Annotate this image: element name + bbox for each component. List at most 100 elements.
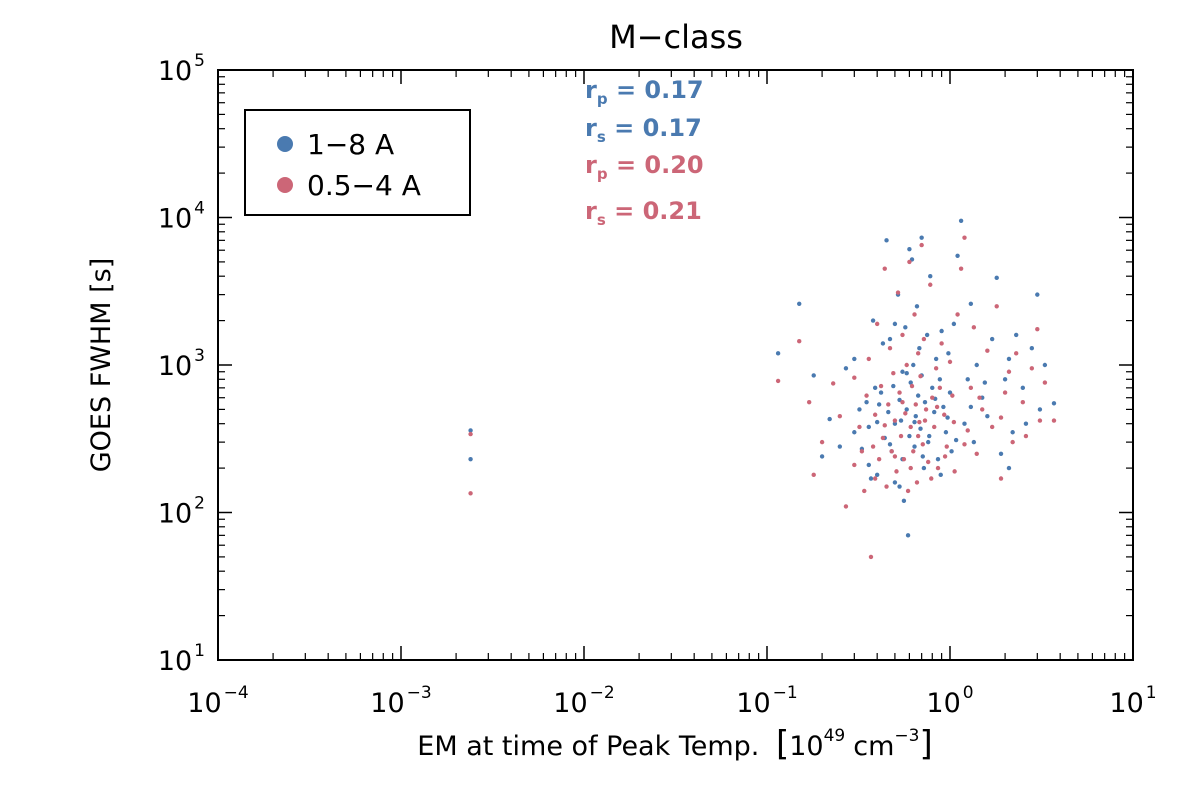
y-tick-label: 10 1 bbox=[158, 641, 205, 677]
data-point bbox=[905, 533, 911, 538]
data-point bbox=[852, 462, 857, 468]
data-point bbox=[918, 426, 923, 431]
data-point bbox=[937, 385, 943, 391]
data-point bbox=[882, 266, 887, 271]
data-point bbox=[968, 404, 974, 410]
data-point bbox=[872, 385, 878, 391]
data-point bbox=[915, 433, 921, 439]
data-point bbox=[892, 421, 898, 426]
data-point bbox=[962, 235, 967, 240]
data-point bbox=[949, 449, 954, 454]
data-point bbox=[952, 469, 957, 474]
data-point bbox=[925, 439, 931, 445]
data-point bbox=[935, 456, 941, 462]
data-point bbox=[919, 235, 924, 240]
data-point bbox=[922, 418, 928, 423]
data-point bbox=[870, 444, 876, 449]
data-point bbox=[928, 273, 933, 279]
data-point bbox=[923, 407, 929, 412]
data-point bbox=[925, 459, 931, 465]
data-point bbox=[1006, 369, 1012, 374]
data-point bbox=[917, 419, 922, 425]
data-point bbox=[927, 433, 932, 439]
data-point bbox=[942, 412, 947, 417]
data-point bbox=[913, 402, 918, 407]
data-point bbox=[880, 435, 886, 441]
data-point bbox=[905, 488, 911, 494]
data-point bbox=[946, 351, 951, 356]
data-point bbox=[882, 423, 887, 428]
data-point bbox=[942, 454, 948, 459]
data-point bbox=[921, 465, 927, 471]
data-point bbox=[989, 336, 995, 342]
data-point bbox=[892, 321, 898, 327]
data-point bbox=[920, 454, 925, 459]
data-point bbox=[857, 407, 862, 412]
data-point bbox=[903, 411, 908, 416]
data-point bbox=[932, 424, 937, 430]
data-point bbox=[985, 413, 990, 419]
data-point bbox=[872, 412, 878, 417]
data-point bbox=[933, 366, 939, 371]
data-point bbox=[912, 419, 917, 425]
data-point bbox=[965, 428, 970, 433]
data-point bbox=[1035, 292, 1040, 297]
data-point bbox=[914, 480, 920, 485]
data-point bbox=[903, 325, 908, 330]
data-point bbox=[950, 393, 955, 398]
x-tick-label: 10 −1 bbox=[736, 683, 797, 719]
correlation-annotations: rp = 0.17 rs = 0.17 rp = 0.20 rs = 0.21 bbox=[585, 76, 704, 229]
data-point bbox=[894, 469, 899, 474]
data-point bbox=[918, 373, 923, 379]
data-point bbox=[900, 369, 905, 374]
data-point bbox=[904, 370, 909, 376]
data-point bbox=[919, 242, 924, 248]
data-point bbox=[898, 433, 904, 439]
y-tick-label: 10 5 bbox=[158, 51, 205, 87]
data-point bbox=[1051, 401, 1057, 406]
data-point bbox=[951, 419, 957, 425]
data-point bbox=[939, 341, 944, 346]
data-point bbox=[1013, 351, 1019, 356]
data-point bbox=[843, 504, 849, 509]
data-point bbox=[928, 282, 933, 287]
data-point bbox=[819, 439, 825, 445]
data-point bbox=[941, 404, 946, 410]
data-point bbox=[917, 345, 922, 351]
data-point bbox=[912, 444, 917, 449]
data-point bbox=[870, 318, 876, 323]
data-point bbox=[915, 351, 921, 356]
y-tick-label: 10 3 bbox=[158, 346, 205, 382]
data-point bbox=[929, 476, 934, 481]
data-point bbox=[920, 442, 925, 447]
data-point bbox=[889, 449, 894, 454]
x-axis-unit-rest-exp: −3 bbox=[894, 726, 919, 746]
x-axis-unit-exp: 49 bbox=[824, 726, 846, 746]
legend-label-red: 0.5−4 A bbox=[307, 169, 421, 202]
data-point bbox=[887, 345, 893, 351]
data-point bbox=[930, 385, 935, 391]
data-point bbox=[898, 418, 904, 423]
data-point bbox=[998, 476, 1004, 481]
ticks-layer bbox=[217, 69, 1134, 661]
data-point bbox=[468, 456, 473, 462]
data-point bbox=[980, 407, 985, 412]
data-point bbox=[913, 413, 918, 419]
data-point bbox=[943, 430, 949, 435]
data-point bbox=[944, 444, 949, 449]
data-point bbox=[874, 321, 880, 327]
data-point bbox=[908, 465, 913, 471]
x-tick-labels: 10 −4 10 −3 10 −2 10 −1 10 0 10 1 bbox=[187, 683, 1156, 719]
data-point bbox=[951, 321, 957, 327]
data-point bbox=[1013, 332, 1019, 338]
data-point bbox=[958, 266, 964, 271]
data-point bbox=[974, 362, 979, 368]
data-point bbox=[977, 395, 982, 400]
data-point bbox=[935, 465, 941, 471]
data-point bbox=[876, 402, 882, 407]
x-axis-label-main: EM at time of Peak Temp. bbox=[417, 731, 759, 762]
x-axis-label: EM at time of Peak Temp. [1049 cm−3] bbox=[417, 724, 932, 764]
data-point bbox=[880, 341, 886, 346]
data-point bbox=[962, 421, 967, 426]
